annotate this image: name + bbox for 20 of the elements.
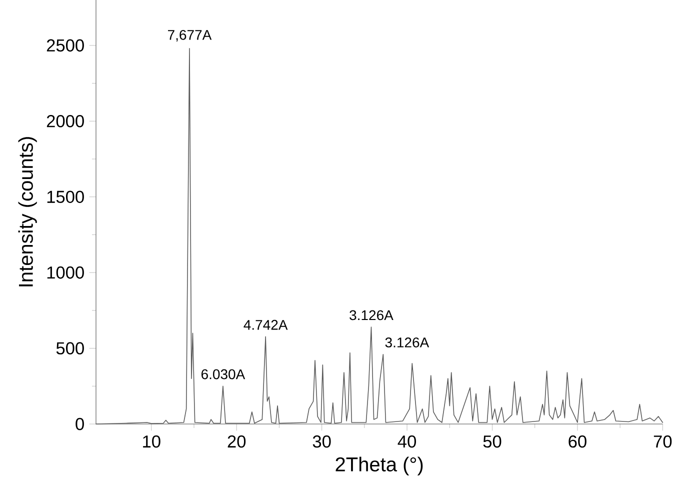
- x-tick-label: 30: [312, 435, 331, 448]
- y-tick-label: 2000: [46, 115, 84, 128]
- annotation: 3.126A: [385, 338, 430, 348]
- x-tick-label: 50: [483, 435, 502, 448]
- annotation: 3.126A: [350, 310, 394, 320]
- annotation: 6.030A: [201, 369, 246, 380]
- annotation: 7,677A: [168, 30, 212, 42]
- annotation: 4.742A: [244, 320, 288, 330]
- x-tick-label: 40: [398, 435, 416, 448]
- x-tick-label: 60: [568, 435, 586, 448]
- x-tick-label: 10: [143, 435, 160, 448]
- y-tick-label: 2500: [46, 39, 84, 52]
- y-tick-label: 500: [56, 342, 84, 354]
- y-axis-title: Intensity (counts): [18, 137, 37, 286]
- y-tick-label: 1000: [47, 266, 84, 279]
- y-tick-label: 1500: [47, 190, 84, 203]
- x-axis-title: 2Theta (°): [336, 456, 423, 476]
- y-tick-label: 0: [76, 418, 84, 430]
- x-tick-label: 70: [654, 435, 672, 448]
- x-tick-label: 20: [228, 435, 246, 448]
